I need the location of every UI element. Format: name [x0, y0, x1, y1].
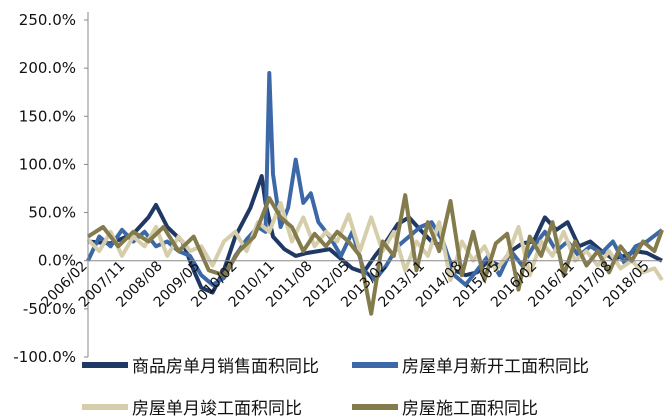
y-tick-label: 100.0% — [19, 155, 76, 173]
y-axis-tick-labels: -100.0% -50.0% 0.0% 50.0% 100.0% 150.0% 200.0%… — [13, 11, 88, 366]
series-lines — [86, 71, 664, 316]
y-tick-label: 250.0% — [19, 11, 76, 29]
legend-label-completions: 房屋单月竣工面积同比 — [132, 399, 302, 419]
legend-item-completions: 房屋单月竣工面积同比 — [82, 394, 302, 419]
legend-swatch-new-starts — [352, 361, 398, 368]
legend-item-sales-area: 商品房单月销售面积同比 — [82, 352, 319, 377]
legend-item-under-construction: 房屋施工面积同比 — [352, 394, 538, 419]
x-axis-tick-labels: 2006/022007/112008/082009/052010/022010/… — [38, 258, 652, 310]
legend-label-sales-area: 商品房单月销售面积同比 — [132, 357, 319, 377]
y-tick-label: 50.0% — [28, 204, 76, 222]
y-tick-label: -100.0% — [13, 348, 76, 366]
y-tick-label: 150.0% — [19, 107, 76, 125]
legend-label-new-starts: 房屋单月新开工面积同比 — [402, 357, 589, 377]
legend-label-under-construction: 房屋施工面积同比 — [402, 399, 538, 419]
series-line-3 — [86, 193, 664, 316]
legend-swatch-sales-area — [82, 361, 128, 368]
y-tick-label: -50.0% — [23, 300, 76, 318]
y-tick-label: 200.0% — [19, 59, 76, 77]
legend-swatch-completions — [82, 403, 128, 410]
y-tick-label: 0.0% — [38, 252, 76, 270]
legend-swatch-under-construction — [352, 403, 398, 410]
legend: 商品房单月销售面积同比 房屋单月新开工面积同比 房屋单月竣工面积同比 房屋施工面… — [0, 340, 665, 419]
legend-item-new-starts: 房屋单月新开工面积同比 — [352, 352, 589, 377]
